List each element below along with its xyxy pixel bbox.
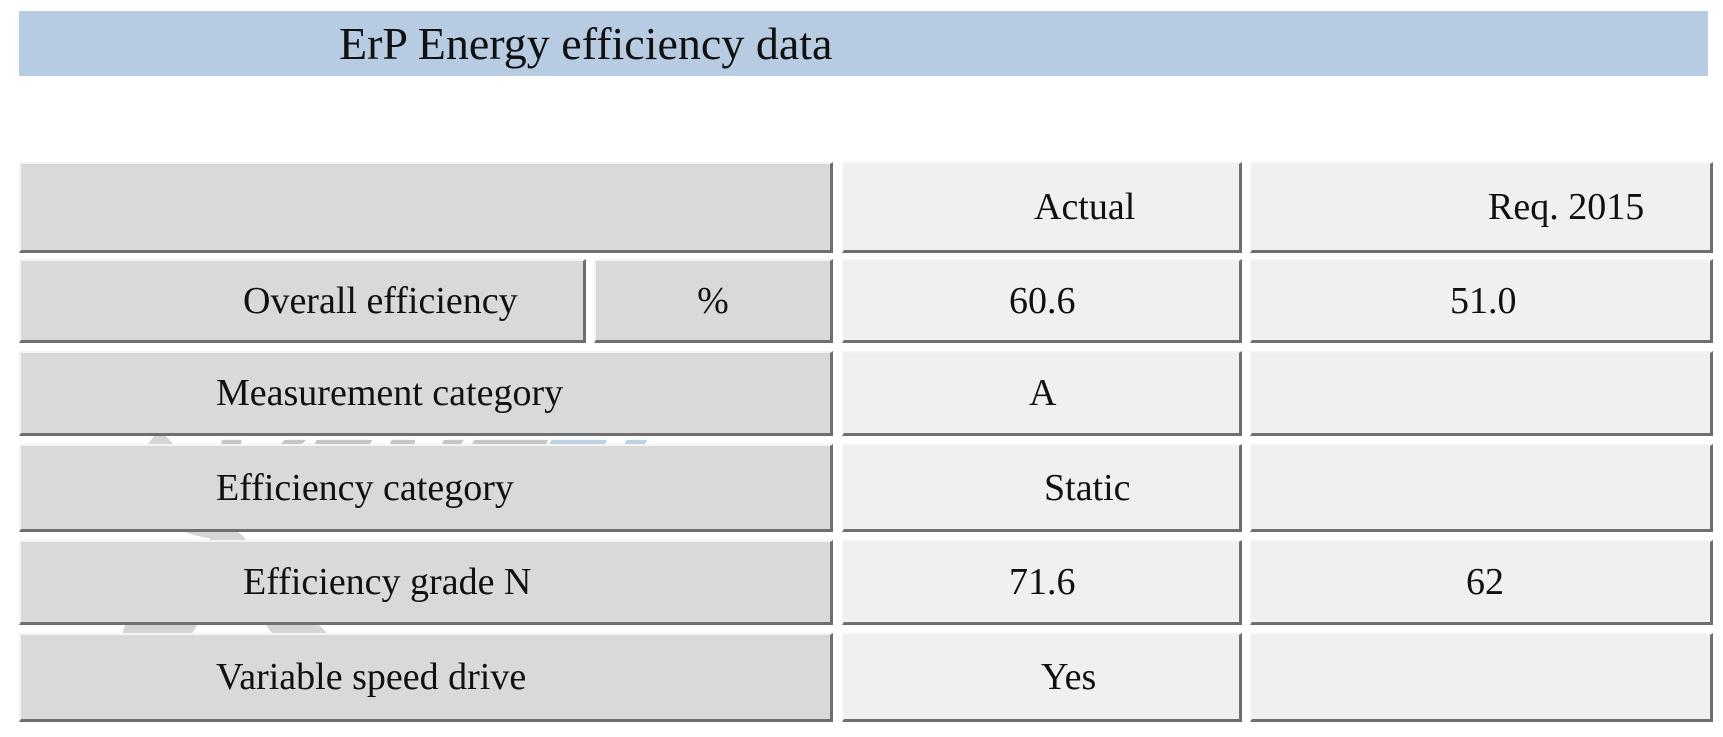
row-actual-cell: Yes (842, 633, 1242, 722)
row-label: Variable speed drive (216, 656, 527, 698)
row-label-cell: Efficiency category (19, 444, 833, 532)
row-label-cell: Variable speed drive (19, 633, 833, 722)
row-req-cell: 62 (1250, 540, 1713, 625)
row-req-cell: 51.0 (1250, 259, 1713, 343)
header-actual: Actual (1034, 186, 1136, 228)
row-label: Measurement category (216, 372, 564, 414)
row-req-cell (1250, 633, 1713, 722)
row-req-cell (1250, 444, 1713, 532)
row-actual-cell: Static (842, 444, 1242, 532)
row-label-cell: Overall efficiency (19, 259, 586, 343)
row-req-cell (1250, 351, 1713, 436)
row-label: Efficiency grade N (243, 561, 532, 603)
row-actual-value: A (1029, 372, 1057, 414)
row-req-value: 51.0 (1450, 279, 1517, 322)
row-label-cell: Efficiency grade N (19, 540, 833, 625)
row-label-cell: Measurement category (19, 351, 833, 436)
row-label: Overall efficiency (243, 279, 518, 322)
row-actual-value: 60.6 (1009, 279, 1076, 322)
row-actual-value: Yes (1041, 656, 1097, 698)
header-blank-cell (19, 162, 833, 253)
row-actual-value: Static (1044, 466, 1131, 509)
header-actual-cell: Actual (842, 162, 1242, 253)
row-unit-cell: % (594, 259, 833, 343)
row-actual-cell: A (842, 351, 1242, 436)
header-req: Req. 2015 (1488, 186, 1645, 228)
row-actual-value: 71.6 (1009, 561, 1076, 603)
row-actual-cell: 71.6 (842, 540, 1242, 625)
row-actual-cell: 60.6 (842, 259, 1242, 343)
row-req-value: 62 (1466, 561, 1504, 603)
row-label: Efficiency category (216, 466, 514, 509)
page-title: ErP Energy efficiency data (339, 18, 833, 69)
title-bar: ErP Energy efficiency data (19, 11, 1708, 76)
row-unit: % (697, 279, 729, 322)
header-req-cell: Req. 2015 (1250, 162, 1713, 253)
